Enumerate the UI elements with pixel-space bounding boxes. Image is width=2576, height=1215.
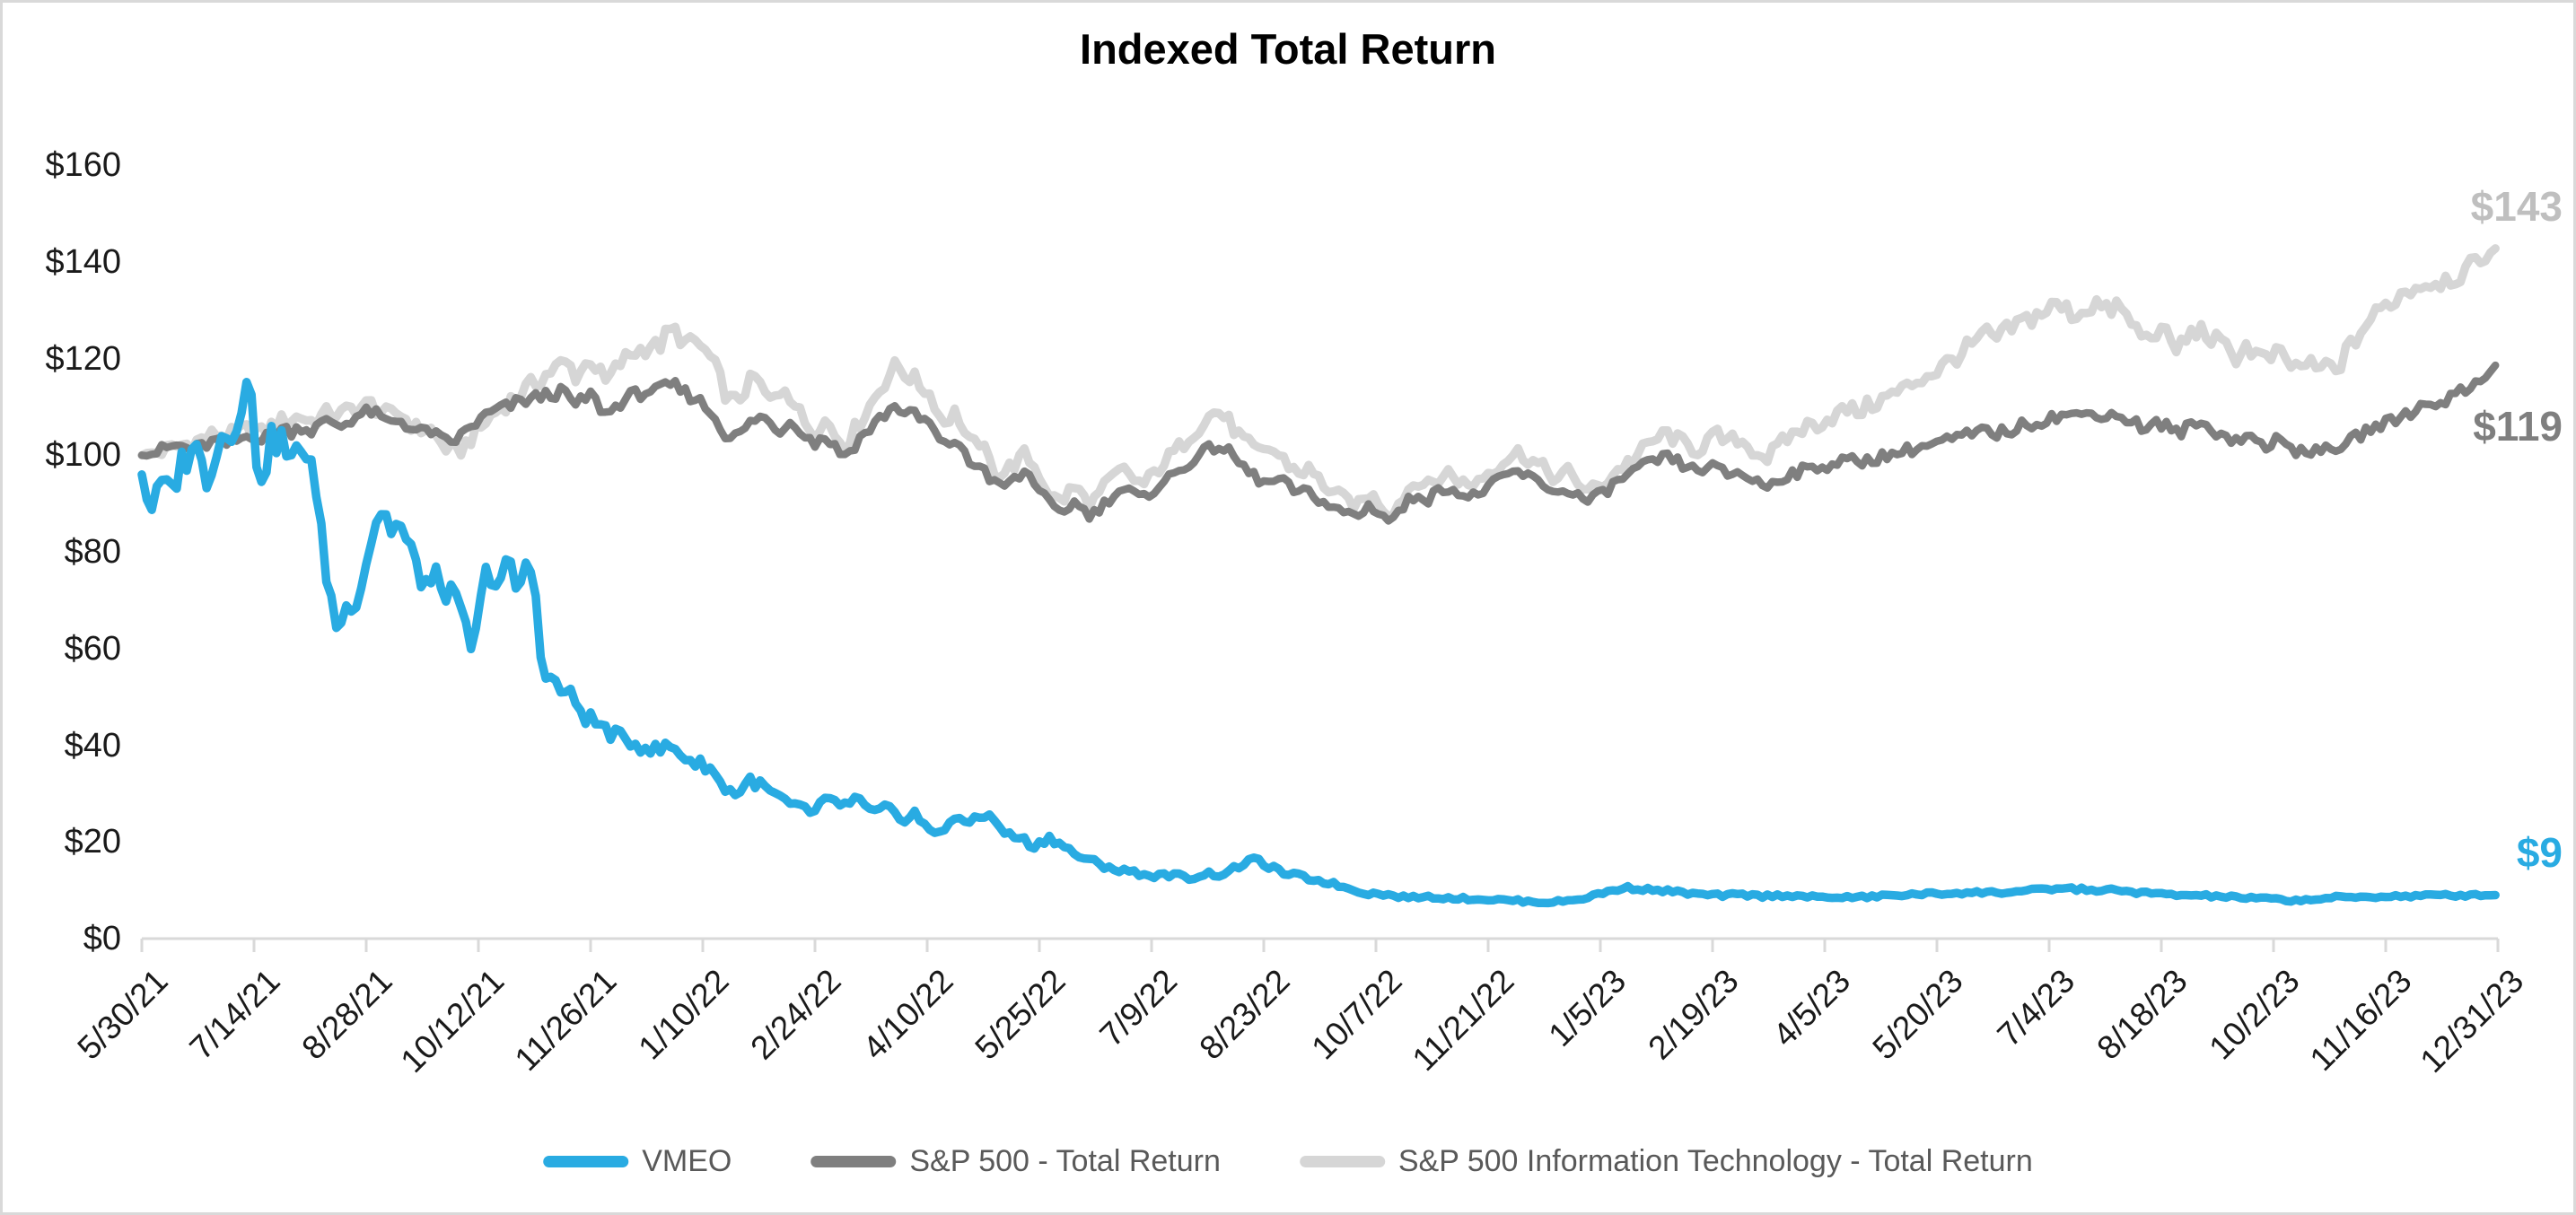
y-axis-label: $60 — [64, 629, 121, 668]
y-axis-label: $100 — [45, 436, 121, 475]
legend-item-vmeo: VMEO — [543, 1144, 732, 1179]
y-axis-label: $40 — [64, 726, 121, 765]
legend-item-sp500: S&P 500 - Total Return — [810, 1144, 1221, 1179]
legend-item-sp500-it: S&P 500 Information Technology - Total R… — [1299, 1144, 2033, 1179]
y-axis-label: $160 — [45, 146, 121, 184]
legend-swatch-sp500 — [810, 1156, 897, 1167]
legend-label-sp500: S&P 500 - Total Return — [909, 1144, 1221, 1178]
end-label-vmeo: $9 — [2516, 828, 2563, 876]
legend-label-sp500-it: S&P 500 Information Technology - Total R… — [1398, 1144, 2033, 1178]
series-line-sp500 — [137, 361, 2500, 525]
legend-swatch-vmeo — [543, 1156, 629, 1167]
end-label-sp500: $119 — [2473, 402, 2563, 450]
y-axis-label: $120 — [45, 339, 121, 378]
y-axis-label: $140 — [45, 242, 121, 281]
legend-label-vmeo: VMEO — [642, 1144, 732, 1178]
plot-area — [137, 244, 2500, 952]
legend: VMEO S&P 500 - Total Return S&P 500 Inform… — [543, 1144, 2033, 1179]
legend-swatch-sp500-it — [1299, 1156, 1385, 1167]
y-axis-label: $0 — [83, 920, 121, 957]
y-axis-label: $80 — [64, 533, 121, 571]
end-label-sp500-it: $143 — [2470, 182, 2563, 230]
chart-title: Indexed Total Return — [1080, 25, 1496, 73]
y-axis-label: $20 — [64, 823, 121, 861]
series-line-vmeo — [137, 378, 2500, 908]
series-line-sp500-it — [137, 244, 2500, 521]
